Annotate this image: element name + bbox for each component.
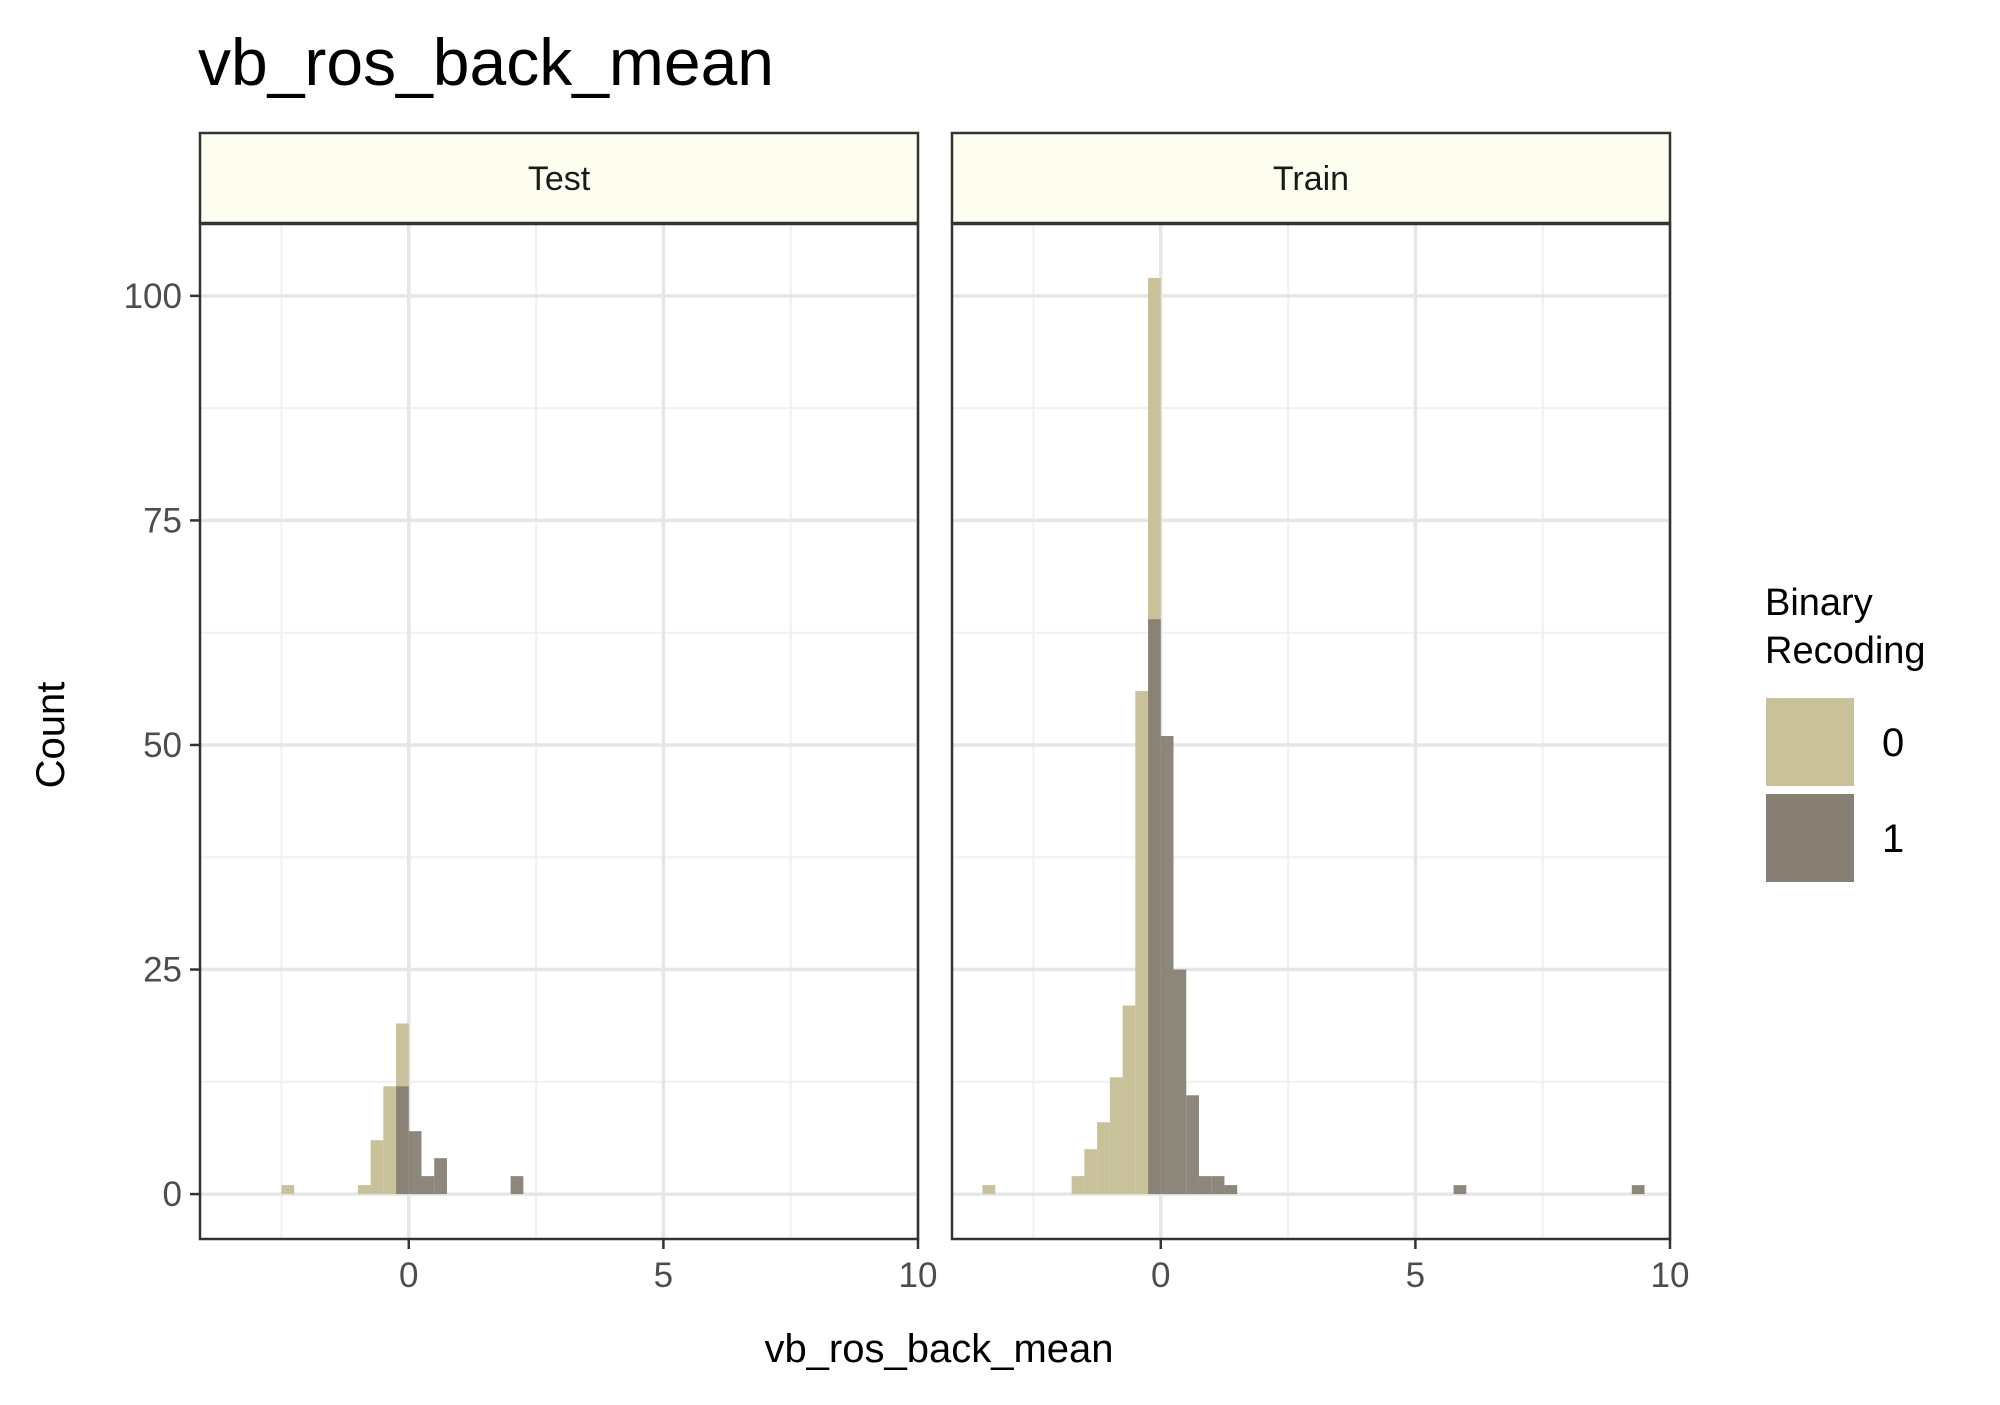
facet-strip-label: Test: [528, 160, 591, 198]
histogram-bar-series-0: [1135, 691, 1149, 1195]
histogram-bar-series-1: [396, 1086, 409, 1195]
histogram-bar-series-0: [982, 1185, 996, 1195]
y-tick-label: 50: [143, 726, 182, 765]
x-tick-label: 0: [399, 1256, 418, 1295]
histogram-bar-series-0: [357, 1185, 371, 1195]
facet-panel-train: Train 0 5 10: [950, 131, 1690, 1295]
histogram-bar-series-1: [1631, 1185, 1645, 1195]
histogram-bar-series-1: [1186, 1095, 1199, 1195]
histogram-bar-series-1: [1160, 735, 1174, 1195]
facet-strip-label: Train: [1273, 160, 1349, 198]
legend-title-line: Recoding: [1765, 630, 1926, 672]
histogram-bar-series-1: [1148, 619, 1161, 1195]
x-tick-label: 5: [654, 1256, 673, 1295]
legend: Binary Recoding 0 1: [1765, 582, 1926, 882]
histogram-bar-series-0: [1109, 1077, 1123, 1195]
facet-strip: [198, 131, 920, 225]
histogram-bar-series-0: [383, 1086, 397, 1195]
x-tick-label: 10: [899, 1256, 938, 1295]
x-tick-label: 10: [1651, 1256, 1690, 1295]
chart-title: vb_ros_back_mean: [198, 25, 774, 99]
histogram-bar-series-1: [1453, 1185, 1467, 1195]
panel-background: [200, 224, 918, 1239]
histogram-bar-series-1: [421, 1176, 435, 1195]
histogram-bar-series-0: [370, 1140, 384, 1195]
legend-swatch-1: [1766, 794, 1854, 882]
histogram-bar-series-1: [1211, 1176, 1225, 1195]
histogram-bar-series-1: [1198, 1176, 1212, 1195]
histogram-bar-series-1: [1224, 1185, 1238, 1195]
histogram-bar-series-1: [510, 1176, 524, 1195]
legend-label-1: 1: [1882, 817, 1904, 861]
legend-label-0: 0: [1882, 721, 1904, 765]
histogram-bar-series-0: [1097, 1122, 1110, 1195]
histogram-bar-series-0: [1071, 1176, 1085, 1195]
legend-swatch-0: [1766, 698, 1854, 786]
histogram-bar-series-1: [1173, 969, 1187, 1195]
histogram-bar-series-1: [434, 1158, 447, 1195]
y-tick-label: 0: [163, 1175, 182, 1214]
y-tick-label: 100: [124, 277, 182, 316]
panel-background: [952, 224, 1670, 1239]
y-tick-label: 75: [143, 501, 182, 540]
histogram-bar-series-0: [281, 1185, 295, 1195]
y-tick-label: 25: [143, 951, 182, 990]
histogram-bar-series-0: [1122, 1005, 1136, 1195]
x-axis-label: vb_ros_back_mean: [764, 1327, 1113, 1371]
legend-title-line: Binary: [1765, 582, 1873, 624]
histogram-bar-series-1: [408, 1131, 422, 1195]
x-tick-label: 0: [1151, 1256, 1170, 1295]
facet-strip: [950, 131, 1672, 225]
y-axis-label: Count: [29, 682, 73, 789]
histogram-bar-series-0: [1084, 1149, 1098, 1195]
x-tick-label: 5: [1406, 1256, 1425, 1295]
